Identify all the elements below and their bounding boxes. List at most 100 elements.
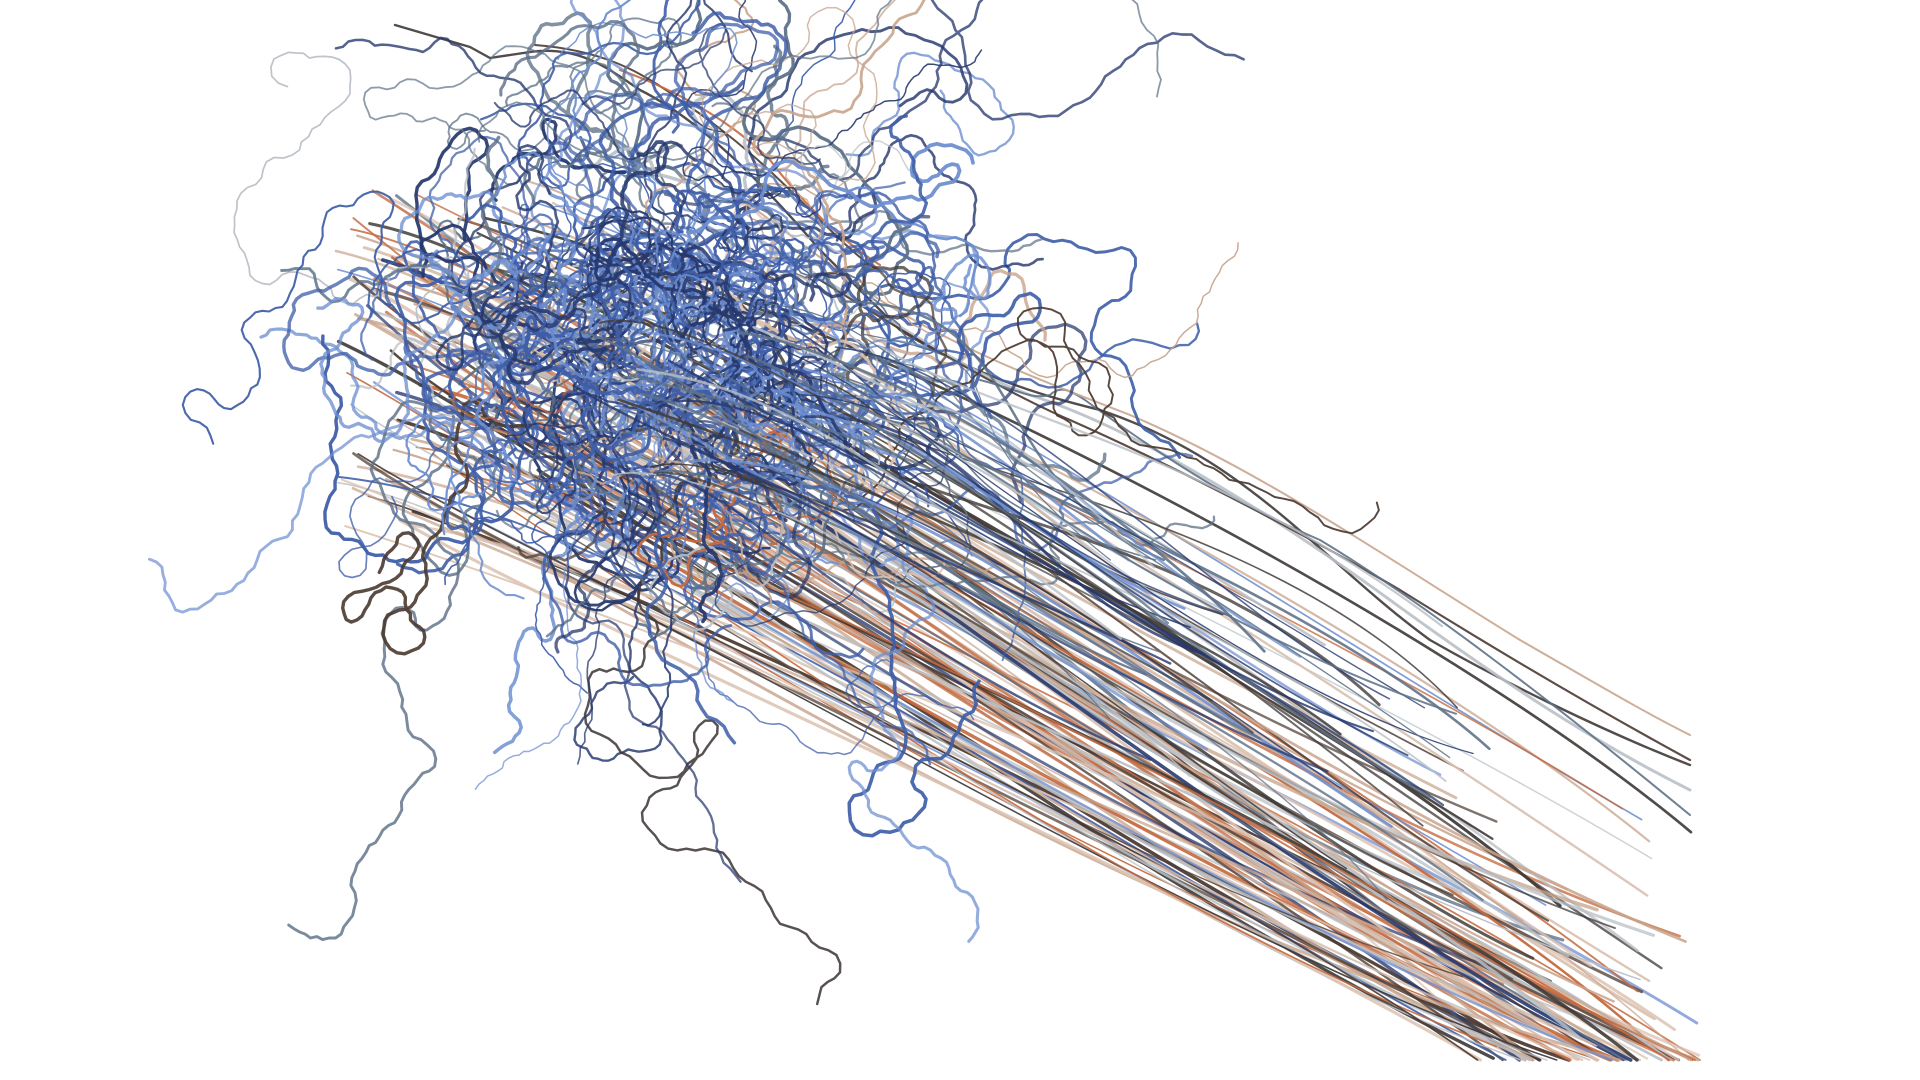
streamline — [651, 0, 680, 134]
streamline — [499, 347, 1581, 1039]
streamline — [802, 367, 1130, 562]
streamline — [470, 314, 594, 402]
streamline — [367, 248, 547, 335]
streamline — [808, 191, 966, 438]
streamline — [529, 0, 879, 288]
tangled-vortex-cluster — [147, 0, 1491, 1006]
streamline — [776, 114, 929, 322]
streamline — [422, 355, 737, 745]
streamline — [752, 0, 926, 329]
streamline — [259, 327, 582, 505]
streamline — [493, 89, 659, 161]
streamline — [449, 242, 620, 381]
streamline — [350, 147, 499, 425]
streamline — [653, 195, 790, 317]
streamline — [479, 261, 635, 366]
streamline — [726, 219, 940, 273]
streamline — [630, 11, 788, 222]
streamline — [451, 380, 568, 423]
streamline — [687, 141, 975, 235]
streamline — [655, 470, 1454, 897]
streamline — [877, 344, 1444, 628]
streamline — [661, 288, 714, 418]
streamline — [477, 0, 1162, 163]
streamline — [282, 266, 625, 438]
streamline — [446, 382, 660, 600]
streamline — [753, 209, 1044, 256]
streamline — [676, 399, 1374, 733]
streamline — [287, 399, 486, 942]
streamline — [530, 272, 1562, 908]
streamline — [682, 49, 983, 218]
streamline — [480, 135, 721, 590]
streamline — [546, 501, 1672, 1062]
streamline — [883, 431, 1409, 757]
streamline — [814, 367, 1451, 759]
streamline — [668, 263, 731, 351]
streamline — [405, 415, 518, 536]
streamline — [662, 186, 791, 307]
streamline — [562, 369, 612, 515]
streamline — [781, 401, 1186, 610]
streamline — [340, 478, 1579, 1062]
streamline — [749, 0, 897, 171]
streamline — [643, 244, 942, 471]
streamline — [738, 428, 1254, 734]
streamline — [844, 383, 1457, 715]
streamline — [579, 406, 1388, 901]
streamline — [798, 233, 1182, 459]
streamline — [667, 351, 765, 410]
streamline — [656, 473, 1152, 761]
streamline — [737, 317, 1233, 617]
streamline — [863, 333, 1112, 561]
streamline — [610, 392, 1208, 751]
streamline — [856, 395, 1156, 569]
streamline — [466, 281, 632, 342]
streamline — [321, 334, 531, 564]
streamline — [446, 17, 682, 152]
streamline — [690, 426, 727, 624]
streamline — [554, 405, 663, 654]
streamline — [394, 275, 486, 575]
streamline — [414, 126, 490, 278]
streamline — [699, 7, 878, 324]
streamline — [776, 253, 992, 418]
streamline — [843, 306, 1380, 535]
streamline — [745, 182, 1239, 379]
streamline — [498, 140, 670, 385]
streamline — [748, 0, 1245, 181]
streamline — [795, 394, 1426, 709]
streamline — [635, 368, 1123, 640]
streamline — [479, 0, 701, 189]
streamline — [530, 270, 696, 471]
streamline — [755, 44, 830, 199]
streamline — [472, 259, 663, 762]
streamline — [480, 434, 586, 492]
streamline — [667, 387, 840, 566]
streamline — [653, 469, 809, 545]
streamline — [415, 446, 1701, 1061]
streamline — [489, 117, 627, 202]
streamline — [739, 331, 1266, 653]
streamline — [542, 431, 801, 688]
streamline — [562, 22, 780, 163]
streamline — [586, 265, 621, 346]
streamline — [667, 359, 1445, 807]
streamline — [357, 453, 1479, 1061]
streamline — [446, 464, 1464, 978]
streamline — [352, 452, 1542, 1062]
streamline — [752, 325, 1326, 647]
streamline — [444, 292, 723, 586]
streamline — [655, 469, 1484, 902]
streamline — [609, 410, 974, 561]
streamline — [466, 203, 681, 306]
streamline — [316, 190, 516, 444]
streamline — [598, 319, 1424, 827]
streamline — [572, 384, 1172, 665]
streamline — [760, 343, 1474, 755]
streamline — [617, 398, 1342, 736]
streamline — [583, 471, 842, 1006]
streamline — [875, 416, 1213, 634]
streamline — [641, 392, 1262, 740]
